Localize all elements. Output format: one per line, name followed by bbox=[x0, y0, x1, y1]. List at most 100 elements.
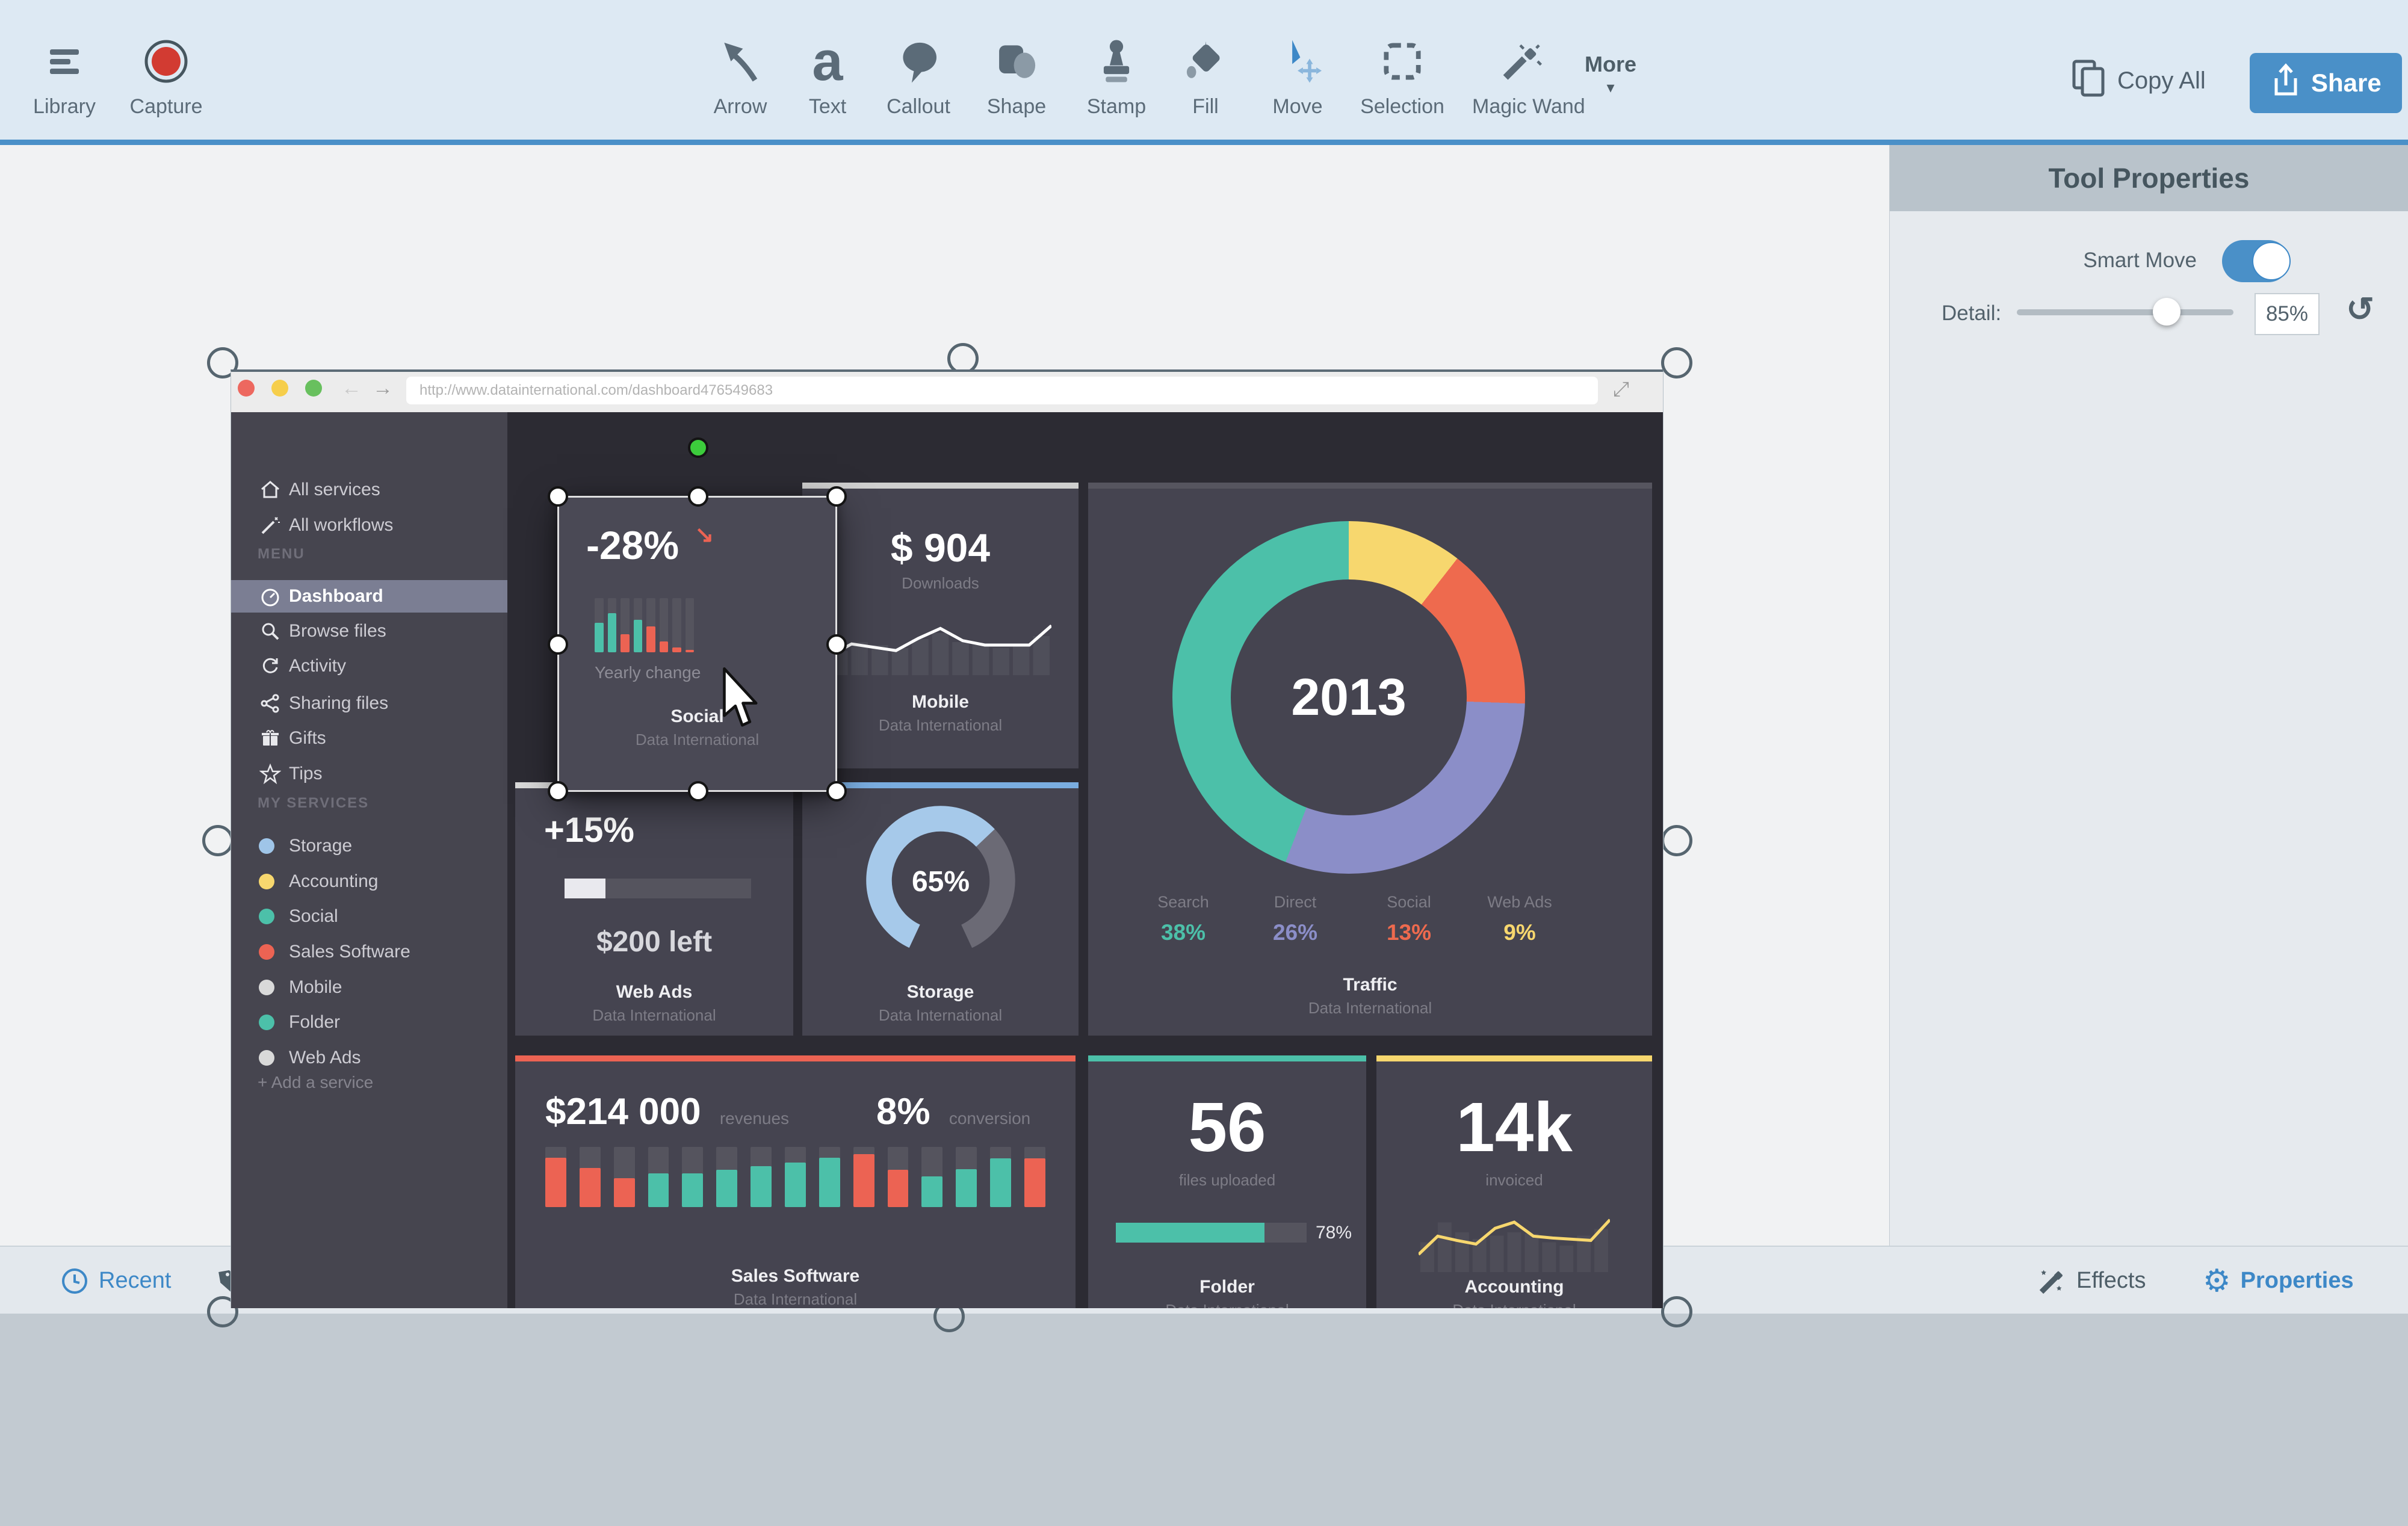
social-caption: Yearly change bbox=[595, 663, 701, 682]
card-mobile: $ 904 Downloads Mobile Data Internationa… bbox=[802, 483, 1079, 768]
sidebar-item-sharing-files: Sharing files bbox=[231, 686, 507, 721]
smart-move-toggle[interactable] bbox=[2222, 240, 2291, 282]
library-icon bbox=[16, 31, 113, 91]
sidebar-item-dashboard: Dashboard bbox=[231, 580, 507, 613]
search-icon bbox=[256, 614, 284, 649]
image-handle-top-left[interactable] bbox=[207, 347, 238, 378]
sidebar-item-mobile: Mobile bbox=[231, 970, 507, 1005]
card-accounting: 14k invoiced Accounting Data Internation… bbox=[1376, 1055, 1652, 1308]
tool-stamp[interactable]: Stamp bbox=[1068, 31, 1165, 119]
library-button[interactable]: Library bbox=[16, 31, 113, 119]
reset-icon[interactable]: ↺ bbox=[2346, 290, 2374, 328]
copy-icon bbox=[2070, 58, 2106, 103]
card-traffic: 2013 Search 38% Direct 26% Social 13% bbox=[1088, 483, 1652, 1036]
toolbar-accent-line bbox=[0, 140, 2408, 145]
sales-bar-chart bbox=[545, 1147, 1045, 1207]
shape-icon bbox=[968, 31, 1065, 91]
effects-wand-icon bbox=[2039, 1269, 2063, 1294]
mouse-cursor bbox=[723, 667, 758, 727]
expand-icon: ⤢ bbox=[1613, 378, 1630, 401]
sales-revenue: $214 000 revenues bbox=[545, 1091, 790, 1132]
properties-button[interactable]: ⚙ Properties bbox=[2203, 1263, 2354, 1299]
traffic-donut-chart: 2013 bbox=[1172, 521, 1525, 874]
service-dot bbox=[259, 980, 274, 995]
image-handle-bottom-right[interactable] bbox=[1661, 1296, 1692, 1327]
tool-arrow[interactable]: Arrow bbox=[692, 31, 788, 119]
folder-progress bbox=[1116, 1223, 1307, 1243]
gauge-icon bbox=[256, 580, 284, 615]
back-icon: ← bbox=[341, 377, 362, 400]
detail-value-input[interactable] bbox=[2255, 293, 2320, 335]
close-traffic-light bbox=[238, 380, 255, 397]
traffic-stat-web-ads: Web Ads 9% bbox=[1487, 893, 1552, 945]
share-icon bbox=[2270, 63, 2301, 103]
tool-text[interactable]: a Text bbox=[779, 31, 876, 119]
dragged-social-card[interactable]: -28% ↘ Yearly change Social Data Interna… bbox=[557, 496, 837, 792]
star-icon bbox=[256, 756, 284, 791]
sidebar-item-folder: Folder bbox=[231, 1005, 507, 1040]
text-icon: a bbox=[812, 31, 843, 92]
capture-button[interactable]: Capture bbox=[118, 31, 214, 119]
image-handle-top-right[interactable] bbox=[1661, 347, 1692, 378]
tool-selection[interactable]: Selection bbox=[1354, 31, 1450, 119]
window-footer-area bbox=[0, 1314, 2408, 1526]
sales-conversion: 8% conversion bbox=[876, 1091, 1031, 1132]
tool-shape[interactable]: Shape bbox=[968, 31, 1065, 119]
recent-button[interactable]: Recent bbox=[60, 1247, 171, 1315]
share-network-icon bbox=[256, 686, 284, 721]
panel-title: Tool Properties bbox=[1890, 145, 2408, 211]
clock-icon bbox=[62, 1268, 87, 1294]
detail-slider[interactable] bbox=[2017, 298, 2233, 326]
forward-icon: → bbox=[373, 377, 393, 400]
service-dot bbox=[259, 874, 274, 889]
service-dot bbox=[259, 909, 274, 924]
dashboard-sidebar: All services All workflows MENU Dashboar… bbox=[231, 412, 507, 1308]
card-web-ads: +15% $200 left Web Ads Data Internationa… bbox=[515, 782, 793, 1036]
effects-button[interactable]: Effects bbox=[2035, 1247, 2146, 1315]
fill-icon bbox=[1157, 31, 1254, 91]
captured-browser-window: ← → http://www.datainternational.com/das… bbox=[231, 369, 1664, 1308]
chevron-down-icon: ▾ bbox=[1606, 78, 1615, 96]
traffic-stat-social: Social 13% bbox=[1386, 893, 1432, 945]
smart-move-label: Smart Move bbox=[2083, 249, 2197, 272]
service-dot bbox=[259, 838, 274, 854]
move-icon bbox=[1249, 31, 1346, 91]
card-storage: 65% Storage Data International bbox=[802, 782, 1079, 1036]
main-toolbar: Library Capture Arrow a Text Callout bbox=[0, 0, 2408, 140]
image-handle-mid-left[interactable] bbox=[202, 825, 234, 856]
add-service-link: + Add a service bbox=[258, 1073, 374, 1092]
editor-canvas[interactable]: ← → http://www.datainternational.com/das… bbox=[0, 145, 1889, 1332]
browser-chrome: ← → http://www.datainternational.com/das… bbox=[231, 372, 1663, 412]
image-handle-mid-right[interactable] bbox=[1661, 825, 1692, 856]
donut-center-year: 2013 bbox=[1291, 668, 1407, 726]
gift-icon bbox=[256, 721, 284, 756]
sidebar-menu-header: MENU bbox=[258, 546, 305, 562]
share-button[interactable]: Share bbox=[2250, 53, 2402, 113]
traffic-stat-search: Search 38% bbox=[1157, 893, 1209, 945]
service-dot bbox=[259, 1015, 274, 1030]
detail-slider-knob[interactable] bbox=[2153, 298, 2181, 326]
tool-callout[interactable]: Callout bbox=[870, 31, 967, 119]
capture-icon bbox=[118, 31, 214, 91]
wand-icon bbox=[256, 508, 284, 543]
image-handle-bottom-left[interactable] bbox=[207, 1296, 238, 1327]
card-sales-software: $214 000 revenues 8% conversion Sales So… bbox=[515, 1055, 1076, 1308]
sidebar-item-all-services: All services bbox=[231, 472, 507, 507]
sidebar-item-tips: Tips bbox=[231, 756, 507, 791]
copy-all-button[interactable]: Copy All bbox=[2070, 58, 2206, 103]
sidebar-item-gifts: Gifts bbox=[231, 721, 507, 756]
folder-progress-label: 78% bbox=[1316, 1223, 1352, 1243]
more-button[interactable]: More ▾ bbox=[1568, 52, 1653, 97]
home-icon bbox=[256, 472, 284, 507]
sidebar-services-header: MY SERVICES bbox=[258, 795, 370, 811]
sidebar-item-all-workflows: All workflows bbox=[231, 508, 507, 543]
tool-magic-wand[interactable]: Magic Wand bbox=[1472, 31, 1585, 119]
callout-icon bbox=[870, 31, 967, 91]
toggle-knob bbox=[2252, 242, 2291, 280]
gear-icon: ⚙ bbox=[2203, 1263, 2231, 1299]
tool-fill[interactable]: Fill bbox=[1157, 31, 1254, 119]
dashboard-page: All services All workflows MENU Dashboar… bbox=[231, 412, 1663, 1308]
sidebar-item-web-ads: Web Ads bbox=[231, 1040, 507, 1075]
tool-move[interactable]: Move bbox=[1249, 31, 1346, 119]
